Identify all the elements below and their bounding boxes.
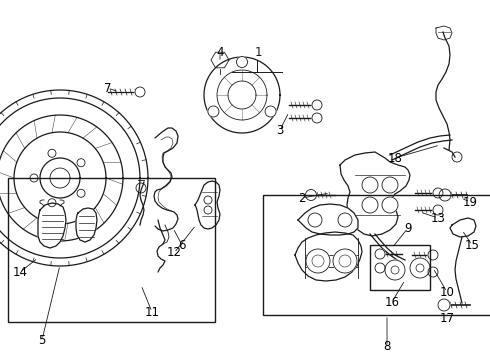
Circle shape	[306, 249, 330, 273]
Text: 17: 17	[440, 311, 455, 324]
Circle shape	[208, 106, 219, 117]
Circle shape	[305, 189, 317, 201]
Polygon shape	[195, 181, 220, 229]
Circle shape	[135, 87, 145, 97]
Circle shape	[428, 267, 438, 277]
Circle shape	[428, 250, 438, 260]
Circle shape	[48, 149, 56, 157]
Text: 2: 2	[298, 192, 306, 204]
Circle shape	[375, 249, 385, 259]
Circle shape	[333, 249, 357, 273]
Text: 3: 3	[276, 123, 284, 136]
Circle shape	[375, 263, 385, 273]
Circle shape	[77, 189, 85, 197]
Circle shape	[265, 106, 276, 117]
Text: 18: 18	[388, 152, 402, 165]
Circle shape	[438, 299, 450, 311]
Text: 10: 10	[440, 285, 454, 298]
Bar	[370, 245, 430, 290]
Circle shape	[433, 188, 443, 198]
Text: 5: 5	[38, 333, 46, 346]
Circle shape	[385, 260, 405, 280]
Polygon shape	[38, 203, 66, 248]
Polygon shape	[76, 208, 97, 242]
Bar	[8, 178, 215, 322]
Text: 19: 19	[463, 195, 477, 208]
Circle shape	[433, 205, 443, 215]
Text: 9: 9	[404, 221, 412, 234]
Circle shape	[382, 197, 398, 213]
Text: 7: 7	[104, 81, 112, 95]
Circle shape	[410, 258, 430, 278]
Bar	[263, 195, 490, 315]
Circle shape	[48, 199, 56, 207]
Text: 13: 13	[431, 212, 445, 225]
Text: 6: 6	[178, 239, 186, 252]
Circle shape	[338, 213, 352, 227]
Text: 15: 15	[465, 239, 479, 252]
Polygon shape	[340, 152, 410, 236]
Text: 8: 8	[383, 341, 391, 354]
Circle shape	[362, 197, 378, 213]
Circle shape	[312, 113, 322, 123]
Circle shape	[439, 189, 451, 201]
Polygon shape	[298, 204, 358, 235]
Circle shape	[362, 177, 378, 193]
Text: 14: 14	[13, 266, 27, 279]
Circle shape	[382, 177, 398, 193]
Circle shape	[77, 159, 85, 167]
Polygon shape	[450, 218, 476, 237]
Circle shape	[308, 213, 322, 227]
Text: 4: 4	[216, 45, 224, 59]
Circle shape	[312, 100, 322, 110]
Text: 1: 1	[254, 45, 262, 59]
Polygon shape	[295, 232, 362, 281]
Circle shape	[237, 57, 247, 68]
Circle shape	[30, 174, 38, 182]
Text: 16: 16	[385, 296, 399, 309]
Text: 11: 11	[145, 306, 160, 319]
Text: 12: 12	[167, 247, 181, 260]
